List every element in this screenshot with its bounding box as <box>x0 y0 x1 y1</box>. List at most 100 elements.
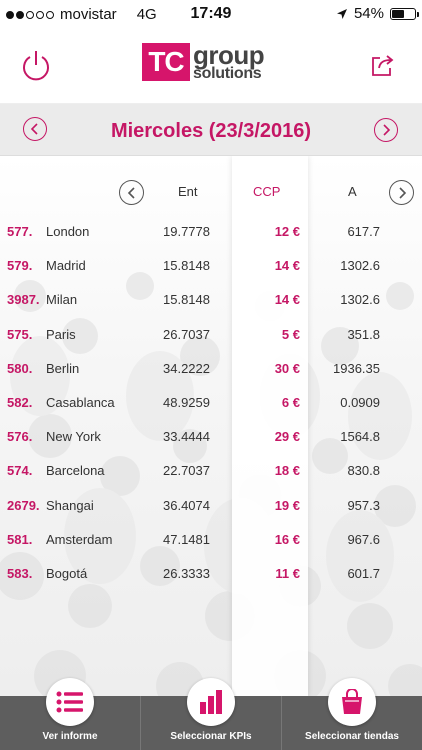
store-code: 575. <box>7 326 33 342</box>
bar-chart-icon <box>200 690 222 714</box>
ccp-value: 29 € <box>274 429 300 445</box>
ent-value: 15.8148 <box>163 292 210 308</box>
column-header-a[interactable]: A <box>348 184 357 199</box>
date-bar: Miercoles (23/3/2016) <box>0 104 422 156</box>
nav-label: Seleccionar KPIs <box>170 731 252 742</box>
table-row[interactable]: 579. Madrid 15.8148 14 € 1302.6 <box>0 253 422 287</box>
ccp-value: 14 € <box>274 258 300 274</box>
a-value: 601.7 <box>347 565 380 581</box>
ccp-value: 14 € <box>274 292 300 308</box>
table-row[interactable]: 583. Bogotá 26.3333 11 € 601.7 <box>0 561 422 595</box>
status-time: 17:49 <box>190 5 232 22</box>
table-row[interactable]: 574. Barcelona 22.7037 18 € 830.8 <box>0 458 422 492</box>
table-body: 577. London 19.7778 12 € 617.7 579. Madr… <box>0 219 422 595</box>
chevron-right-icon <box>383 124 391 136</box>
store-city: New York <box>46 429 101 445</box>
table-row[interactable]: 581. Amsterdam 47.1481 16 € 967.6 <box>0 527 422 561</box>
ent-value: 36.4074 <box>163 497 210 513</box>
network-label: 4G <box>136 6 157 23</box>
ent-value: 34.2222 <box>163 360 210 376</box>
ccp-value: 5 € <box>281 326 300 342</box>
company-logo: TC group solutions <box>142 40 265 82</box>
table-row[interactable]: 580. Berlin 34.2222 30 € 1936.35 <box>0 356 422 390</box>
power-button[interactable] <box>20 48 52 84</box>
column-header-ent[interactable]: Ent <box>178 184 198 199</box>
chevron-left-icon <box>30 123 38 135</box>
chevron-right-icon <box>398 186 406 199</box>
store-city: Milan <box>46 292 78 308</box>
store-code: 574. <box>7 463 33 479</box>
table-row[interactable]: 582. Casablanca 48.9259 6 € 0.0909 <box>0 390 422 424</box>
store-city: Barcelona <box>46 463 105 479</box>
ent-value: 47.1481 <box>163 531 210 547</box>
store-code: 582. <box>7 394 33 410</box>
list-icon <box>56 691 83 713</box>
ccp-value: 16 € <box>274 531 300 547</box>
ccp-value: 6 € <box>281 394 300 410</box>
column-header-ccp[interactable]: CCP <box>253 184 281 199</box>
a-value: 1302.6 <box>340 258 380 274</box>
store-code: 577. <box>7 224 33 239</box>
table-row[interactable]: 575. Paris 26.7037 5 € 351.8 <box>0 322 422 356</box>
a-value: 967.6 <box>347 531 380 547</box>
ent-value: 22.7037 <box>163 463 210 479</box>
ccp-value: 30 € <box>274 360 300 376</box>
chevron-left-icon <box>127 186 135 199</box>
logo-line-2: solutions <box>193 65 262 82</box>
a-value: 0.0909 <box>340 394 380 410</box>
table-row[interactable]: 576. New York 33.4444 29 € 1564.8 <box>0 424 422 458</box>
previous-columns-button[interactable] <box>119 180 144 205</box>
battery-icon <box>390 7 419 20</box>
shopping-bag-icon <box>342 689 362 714</box>
location-arrow-icon <box>336 8 347 19</box>
store-code: 576. <box>7 429 33 445</box>
column-header-row: Ent CCP A <box>0 156 422 218</box>
status-bar: movistar 4G 17:49 54% <box>0 0 422 30</box>
store-city: Bogotá <box>46 565 88 581</box>
store-code: 583. <box>7 565 33 581</box>
store-city: Casablanca <box>46 394 115 410</box>
ent-value: 48.9259 <box>163 394 210 410</box>
nav-label: Ver informe <box>42 731 98 742</box>
ccp-value: 18 € <box>274 463 300 479</box>
next-day-button[interactable] <box>374 118 398 142</box>
nav-label: Seleccionar tiendas <box>305 731 399 742</box>
data-table-area: Ent CCP A 577. London 19.7778 12 € 617.7… <box>0 156 422 696</box>
ent-value: 15.8148 <box>163 258 210 274</box>
next-columns-button[interactable] <box>389 180 414 205</box>
seleccionar-kpis-button[interactable]: Seleccionar KPIs <box>141 678 282 750</box>
logo-line-1: group <box>193 40 265 70</box>
a-value: 351.8 <box>347 326 380 342</box>
ccp-value: 11 € <box>275 565 300 581</box>
store-city: London <box>46 224 90 239</box>
store-city: Shangai <box>46 497 94 513</box>
store-code: 581. <box>7 531 33 547</box>
seleccionar-tiendas-button[interactable]: Seleccionar tiendas <box>282 678 422 750</box>
table-row[interactable]: 3987. Milan 15.8148 14 € 1302.6 <box>0 287 422 321</box>
app-header: TC group solutions <box>0 30 422 104</box>
store-code: 580. <box>7 360 33 376</box>
previous-day-button[interactable] <box>23 117 47 141</box>
store-city: Berlin <box>46 360 80 376</box>
table-row[interactable]: 2679. Shangai 36.4074 19 € 957.3 <box>0 493 422 527</box>
date-title: Miercoles (23/3/2016) <box>110 120 312 142</box>
ent-value: 26.7037 <box>163 326 210 342</box>
table-row[interactable]: 577. London 19.7778 12 € 617.7 <box>0 219 422 253</box>
store-city: Madrid <box>46 258 86 274</box>
share-button[interactable] <box>368 50 398 80</box>
bottom-navigation: Ver informe Seleccionar KPIs Seleccionar… <box>0 678 422 750</box>
a-value: 957.3 <box>347 497 380 513</box>
highlighted-column-ccp <box>232 156 308 696</box>
a-value: 617.7 <box>347 224 380 239</box>
ver-informe-button[interactable]: Ver informe <box>0 678 141 750</box>
a-value: 1564.8 <box>340 429 380 445</box>
a-value: 1302.6 <box>340 292 380 308</box>
carrier-label: movistar <box>60 6 117 23</box>
logo-mark: TC <box>142 43 190 81</box>
store-city: Paris <box>46 326 76 342</box>
signal-icon <box>6 10 54 19</box>
a-value: 830.8 <box>347 463 380 479</box>
a-value: 1936.35 <box>333 360 380 376</box>
store-code: 579. <box>7 258 33 274</box>
ent-value: 19.7778 <box>163 224 210 239</box>
